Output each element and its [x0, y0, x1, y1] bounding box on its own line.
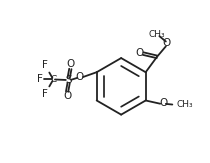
- Text: O: O: [162, 38, 171, 48]
- Text: F: F: [42, 89, 48, 99]
- Text: S: S: [65, 75, 72, 85]
- Text: O: O: [63, 91, 71, 101]
- Text: F: F: [42, 60, 48, 70]
- Text: O: O: [160, 98, 168, 108]
- Text: C: C: [50, 75, 56, 84]
- Text: CH₃: CH₃: [149, 30, 166, 39]
- Text: O: O: [75, 72, 84, 82]
- Text: CH₃: CH₃: [176, 100, 193, 109]
- Text: F: F: [37, 74, 42, 84]
- Text: O: O: [66, 59, 75, 69]
- Text: O: O: [135, 48, 144, 58]
